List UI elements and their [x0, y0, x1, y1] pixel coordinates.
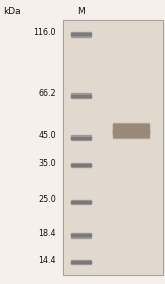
Text: kDa: kDa: [3, 7, 21, 16]
Bar: [71, 163, 91, 165]
Bar: [113, 136, 149, 137]
Bar: [113, 132, 149, 133]
Bar: [71, 137, 91, 139]
Bar: [71, 200, 91, 202]
Text: 66.2: 66.2: [38, 89, 56, 98]
Text: 14.4: 14.4: [39, 256, 56, 264]
Bar: [113, 135, 149, 136]
Bar: [115, 128, 148, 134]
Bar: [113, 127, 149, 128]
Bar: [113, 130, 149, 131]
Bar: [64, 21, 163, 274]
Bar: [71, 261, 91, 263]
Bar: [71, 35, 91, 37]
Text: 25.0: 25.0: [38, 195, 56, 204]
Bar: [113, 132, 149, 133]
Bar: [71, 96, 91, 98]
Text: 18.4: 18.4: [39, 229, 56, 238]
Bar: [71, 201, 91, 203]
Bar: [113, 124, 149, 125]
Bar: [113, 125, 149, 126]
Bar: [71, 234, 91, 236]
Bar: [71, 260, 91, 262]
Bar: [71, 233, 91, 235]
Bar: [71, 93, 91, 95]
Bar: [113, 130, 149, 131]
Bar: [71, 95, 91, 97]
Bar: [113, 129, 149, 130]
Bar: [113, 131, 149, 132]
Bar: [113, 123, 149, 124]
Bar: [113, 133, 149, 134]
Bar: [113, 127, 149, 128]
Bar: [71, 235, 91, 238]
Bar: [71, 138, 91, 140]
Bar: [113, 128, 149, 129]
Bar: [71, 262, 91, 264]
Bar: [113, 135, 149, 136]
Bar: [113, 124, 149, 125]
Bar: [71, 164, 91, 166]
Bar: [63, 20, 163, 275]
Bar: [71, 202, 91, 204]
Bar: [71, 165, 91, 168]
Bar: [71, 33, 91, 36]
Text: 45.0: 45.0: [38, 131, 56, 140]
Text: 116.0: 116.0: [34, 28, 56, 37]
Bar: [113, 125, 149, 126]
Bar: [71, 32, 91, 34]
Bar: [113, 134, 149, 135]
Bar: [113, 137, 149, 138]
Text: M: M: [77, 7, 85, 16]
Bar: [63, 20, 163, 275]
Bar: [71, 135, 91, 137]
Bar: [113, 126, 149, 127]
Text: 35.0: 35.0: [38, 158, 56, 168]
